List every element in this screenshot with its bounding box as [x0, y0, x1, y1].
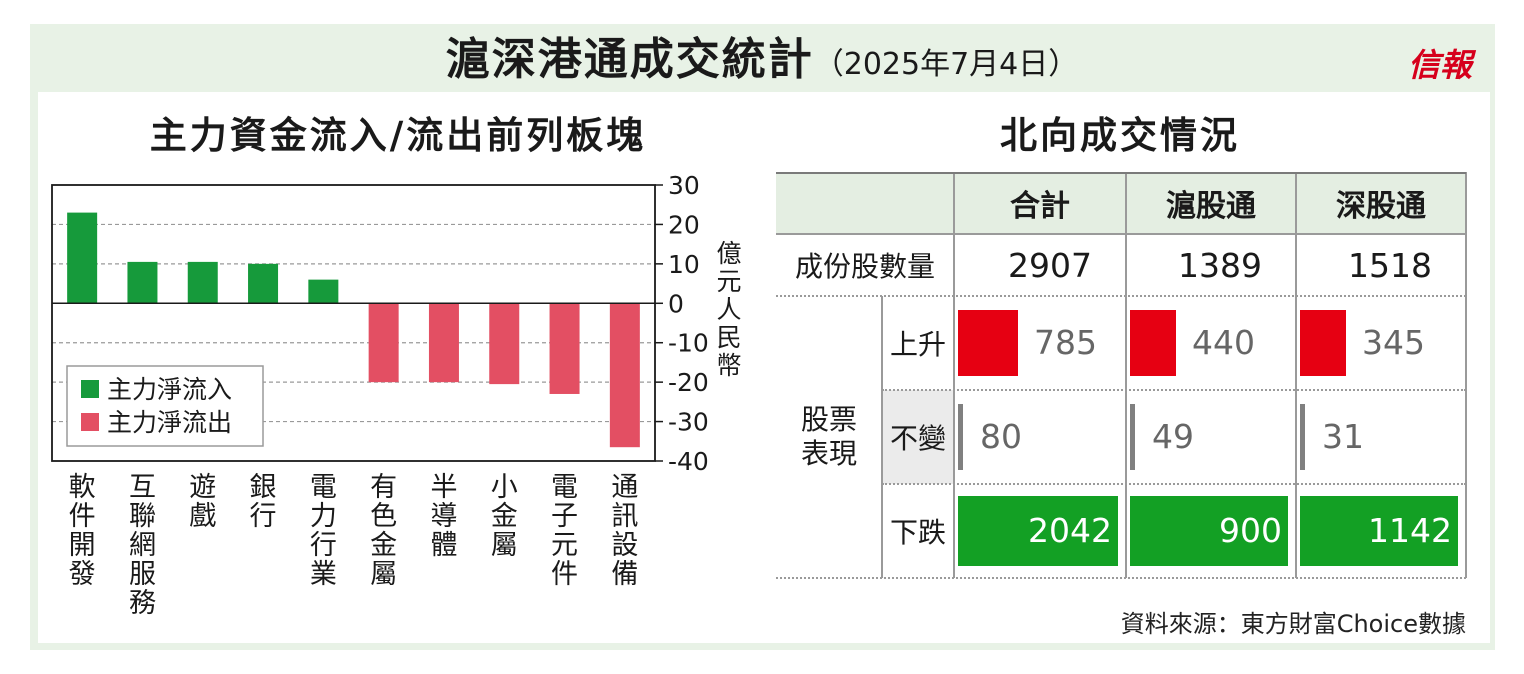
column-header: 滬股通: [1126, 172, 1296, 234]
legend-swatch: [81, 380, 99, 398]
x-tick-label: 有色金屬: [370, 472, 397, 590]
x-tick-label: 小金屬: [491, 472, 518, 561]
fall-bar: [1300, 496, 1458, 566]
sub-row-label: 不變: [882, 390, 954, 484]
northbound-table: 合計 滬股通 深股通成份股數量 2907 1389 1518 股票 表現 上升不變下跌 785 8…: [776, 172, 1467, 579]
chart-bar: [428, 303, 459, 383]
x-tick-label: 互聯網服務: [129, 472, 156, 619]
constituent-count: 1518: [1348, 245, 1432, 285]
table-divider: [882, 389, 1466, 391]
fall-value: 900: [1219, 511, 1282, 550]
flat-bar: [1300, 404, 1305, 470]
flat-bar: [958, 404, 963, 470]
flat-value: 31: [1322, 417, 1364, 456]
fall-value: 1142: [1368, 511, 1452, 550]
y-tick-label: 10: [668, 250, 700, 279]
fall-bar: [1130, 496, 1288, 566]
x-tick-label: 軟件開發: [69, 472, 96, 590]
rise-bar: [1300, 310, 1346, 376]
constituent-count: 1389: [1178, 245, 1262, 285]
rise-value: 785: [1034, 323, 1097, 362]
x-tick-label: 銀行: [250, 472, 277, 532]
flat-value: 80: [980, 417, 1022, 456]
chart-bar: [368, 303, 399, 383]
chart-bar: [609, 303, 640, 448]
table-header-corner: [776, 172, 954, 234]
rise-bar: [958, 310, 1018, 376]
x-tick-label: 半導體: [430, 472, 457, 561]
fall-bar: [958, 496, 1118, 566]
table-title: 北向成交情況: [1000, 114, 1240, 157]
chart-bar: [127, 261, 158, 304]
rise-value: 345: [1362, 323, 1425, 362]
sub-row-label: 下跌: [889, 516, 946, 549]
table-divider: [1295, 172, 1297, 578]
legend-box: [66, 365, 264, 447]
plot-frame: [51, 184, 656, 462]
title-text: 滬深港通成交統計: [445, 34, 814, 85]
legend-label: 主力淨流入: [107, 375, 232, 404]
y-tick-label: -10: [668, 329, 709, 358]
x-tick-label: 遊戲: [189, 472, 216, 532]
chart-bar: [248, 263, 279, 304]
table-divider: [776, 233, 1466, 235]
constituent-count: 2907: [1008, 245, 1092, 285]
column-header: 合計: [954, 172, 1126, 234]
flat-value: 49: [1152, 417, 1194, 456]
table-divider: [1125, 172, 1127, 578]
chart-bar: [549, 303, 580, 394]
chart-bar: [489, 303, 520, 385]
legend-swatch: [81, 413, 99, 431]
column-header: 深股通: [1296, 172, 1466, 234]
x-tick-label: 電子元件: [551, 472, 578, 590]
sub-row-label: 上升: [889, 328, 946, 361]
chart-bar: [308, 279, 339, 304]
y-tick-label: -30: [668, 408, 709, 437]
y-tick-label: -20: [668, 368, 709, 397]
page-title: 滬深港通成交統計（2025年7月4日）: [0, 32, 1524, 93]
chart-bar: [187, 261, 218, 304]
flat-bar: [1130, 404, 1135, 470]
y-tick-label: 30: [668, 171, 700, 200]
table-divider: [882, 483, 1466, 485]
publisher-logo: 信報: [1408, 46, 1473, 84]
rise-value: 440: [1192, 323, 1255, 362]
table-divider: [1465, 172, 1467, 578]
y-axis-label: 億元人民幣: [716, 239, 741, 380]
x-tick-label: 通訊設備: [611, 472, 638, 590]
row-label-performance: 股票 表現: [800, 403, 857, 470]
chart-title: 主力資金流入/流出前列板塊: [149, 114, 647, 157]
row-label-constituents: 成份股數量: [794, 250, 935, 283]
table-divider: [881, 296, 883, 578]
y-tick-label: 20: [668, 210, 700, 239]
source-note: 資料來源：東方財富Choice數據: [1120, 610, 1466, 638]
y-tick-label: -40: [668, 447, 709, 476]
chart-bar: [67, 212, 98, 304]
table-divider: [953, 172, 955, 578]
y-tick-label: 0: [668, 289, 684, 318]
title-date: （2025年7月4日）: [813, 47, 1079, 82]
table-divider: [776, 295, 1466, 297]
x-tick-label: 電力行業: [310, 472, 337, 590]
table-divider: [776, 577, 1466, 579]
table-divider: [776, 172, 1466, 174]
rise-bar: [1130, 310, 1176, 376]
fall-value: 2042: [1028, 511, 1112, 550]
legend-label: 主力淨流出: [107, 408, 232, 437]
